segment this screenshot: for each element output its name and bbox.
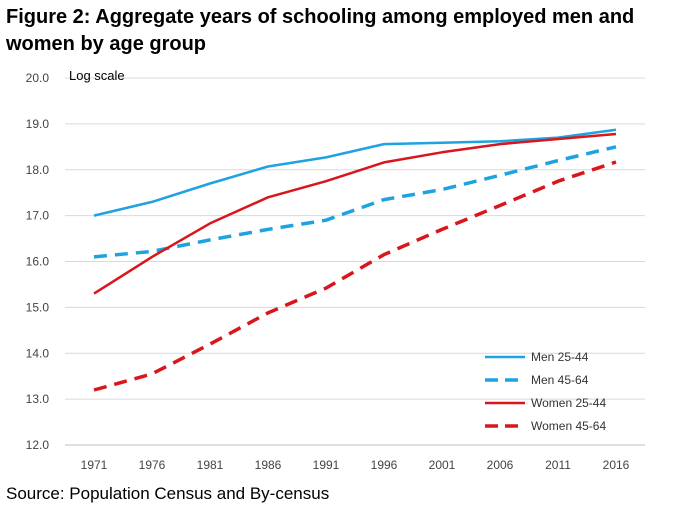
series-women-25-44 [93,132,617,295]
x-axis: 1971 1976 1981 1986 1991 1996 2001 2006 2011 2016 [81,458,630,472]
x-tick-label: 2016 [603,458,630,472]
legend-label: Men 25-44 [531,350,589,364]
y-tick-label: 13.0 [26,392,50,406]
y-tick-label: 16.0 [26,255,50,269]
x-tick-label: 2006 [487,458,514,472]
y-tick-label: 20.0 [26,71,50,85]
line-chart: 12.0 13.0 14.0 15.0 16.0 17.0 18.0 19.0 20.0 197… [26,68,645,472]
series-lines [93,128,617,392]
series-line [93,160,617,392]
legend-label: Men 45-64 [531,373,589,387]
x-tick-label: 1981 [197,458,224,472]
x-tick-label: 1996 [371,458,398,472]
x-tick-label: 1971 [81,458,108,472]
x-tick-label: 2011 [545,458,571,472]
y-axis-label: Log scale [69,68,125,83]
y-tick-label: 15.0 [26,300,50,314]
legend-label: Women 25-44 [531,396,606,410]
y-axis: 12.0 13.0 14.0 15.0 16.0 17.0 18.0 19.0 20.0 [26,71,50,452]
series-women-45-64 [93,160,617,392]
x-tick-label: 1986 [255,458,282,472]
y-tick-label: 14.0 [26,346,50,360]
series-line [93,128,617,217]
y-tick-label: 19.0 [26,117,50,131]
y-tick-label: 12.0 [26,438,50,452]
source-note: Source: Population Census and By-census [6,484,330,503]
y-tick-label: 18.0 [26,163,50,177]
legend-label: Women 45-64 [531,419,606,433]
x-tick-label: 1976 [139,458,166,472]
x-tick-label: 1991 [313,458,340,472]
y-tick-label: 17.0 [26,209,50,223]
series-line [93,132,617,295]
x-tick-label: 2001 [429,458,456,472]
legend: Men 25-44 Men 45-64 Women 25-44 Women 45-64 [485,350,606,433]
chart-title: Figure 2: Aggregate years of schooling a… [6,6,635,55]
series-men-45-64 [93,145,617,259]
series-men-25-44 [93,128,617,217]
series-line [93,145,617,259]
grid-lines [65,77,645,400]
